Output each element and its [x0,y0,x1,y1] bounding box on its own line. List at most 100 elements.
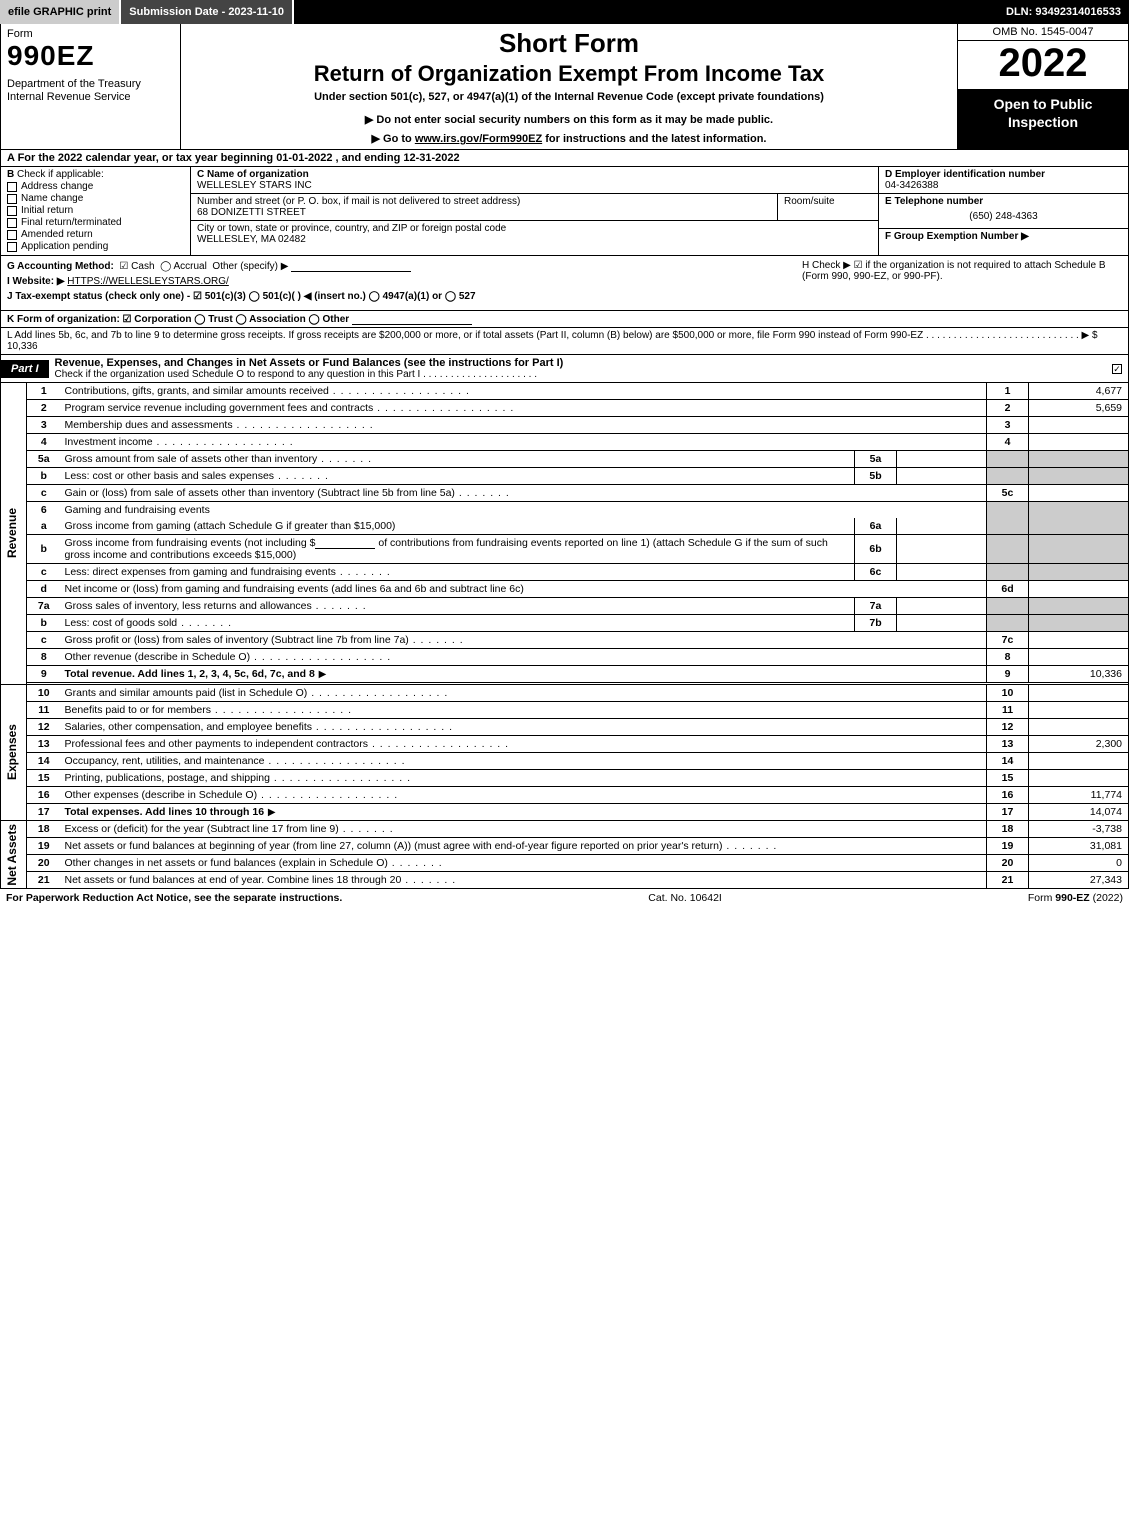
checkbox-icon[interactable] [7,194,17,204]
line-num: 7a [27,598,61,615]
shade-cell [1029,564,1129,581]
line-value: 11,774 [1029,787,1129,804]
line-num: 13 [27,736,61,753]
line-rnum: 14 [987,753,1029,770]
line-num: 5a [27,451,61,468]
dln-label: DLN: 93492314016533 [998,0,1129,24]
line-desc: Total expenses. Add lines 10 through 16 [61,804,987,821]
line-desc: Gross sales of inventory, less returns a… [61,598,855,615]
line-desc: Printing, publications, postage, and shi… [61,770,987,787]
netassets-vertical-label: Net Assets [5,824,19,886]
inbox-label: 5b [855,468,897,485]
part1-header: Part I Revenue, Expenses, and Changes in… [0,355,1129,383]
line-6b: b Gross income from fundraising events (… [1,535,1129,564]
org-name-value: WELLESLEY STARS INC [197,180,872,191]
chk-label: Application pending [21,241,108,252]
line-value: 4,677 [1029,383,1129,400]
checkbox-icon[interactable] [7,218,17,228]
submission-date-label: Submission Date - 2023-11-10 [121,0,294,24]
chk-name-change: Name change [7,193,184,204]
checkbox-icon[interactable] [7,242,17,252]
website-value[interactable]: HTTPS://WELLESLEYSTARS.ORG/ [67,276,229,287]
line-desc: Professional fees and other payments to … [61,736,987,753]
line-value: 14,074 [1029,804,1129,821]
shade-cell [1029,615,1129,632]
form-header: Form 990EZ Department of the Treasury In… [0,24,1129,150]
g-other-blank[interactable] [291,260,411,272]
section-a-tax-year: A For the 2022 calendar year, or tax yea… [0,150,1129,167]
line-num: 16 [27,787,61,804]
line-num: 17 [27,804,61,821]
line-rnum: 17 [987,804,1029,821]
inbox-label: 6a [855,518,897,535]
chk-label: Address change [21,181,93,192]
ein-label: D Employer identification number [885,169,1122,180]
contrib-blank[interactable] [315,537,375,549]
section-l: L Add lines 5b, 6c, and 7b to line 9 to … [0,328,1129,355]
line-14: 14 Occupancy, rent, utilities, and maint… [1,753,1129,770]
top-bar: efile GRAPHIC print Submission Date - 20… [0,0,1129,24]
part1-table: Revenue 1 Contributions, gifts, grants, … [0,383,1129,889]
irs-link[interactable]: www.irs.gov/Form990EZ [415,133,542,145]
chk-application-pending: Application pending [7,241,184,252]
form-number: 990EZ [7,40,174,72]
line-1: Revenue 1 Contributions, gifts, grants, … [1,383,1129,400]
line-desc: Less: cost of goods sold [61,615,855,632]
chk-initial-return: Initial return [7,205,184,216]
line-11: 11 Benefits paid to or for members 11 [1,702,1129,719]
street-row: Number and street (or P. O. box, if mail… [191,194,878,221]
line-num: a [27,518,61,535]
line-desc: Net assets or fund balances at beginning… [61,838,987,855]
line-rnum: 20 [987,855,1029,872]
inbox-value [897,535,987,564]
line-value [1029,632,1129,649]
line-value: 2,300 [1029,736,1129,753]
section-e: E Telephone number (650) 248-4363 [879,194,1128,229]
line-desc: Program service revenue including govern… [61,400,987,417]
section-bcdef: B Check if applicable: Address change Na… [0,167,1129,255]
chk-address-change: Address change [7,181,184,192]
expenses-sidebar: Expenses [1,685,27,821]
line-rnum: 6d [987,581,1029,598]
footer-right-post: (2022) [1090,892,1123,904]
inbox-value [897,598,987,615]
shade-cell [1029,518,1129,535]
checkbox-icon[interactable] [1112,364,1122,374]
line-rnum: 4 [987,434,1029,451]
line-desc: Contributions, gifts, grants, and simila… [61,383,987,400]
line-12: 12 Salaries, other compensation, and emp… [1,719,1129,736]
footer-right: Form 990-EZ (2022) [1028,892,1123,904]
org-name-label: C Name of organization [197,169,872,180]
k-other-blank[interactable] [352,313,472,325]
line-17: 17 Total expenses. Add lines 10 through … [1,804,1129,821]
section-c: C Name of organization WELLESLEY STARS I… [191,167,878,255]
section-k: K Form of organization: ☑ Corporation ◯ … [0,311,1129,328]
line-value [1029,581,1129,598]
shade-cell [1029,468,1129,485]
chk-label: Amended return [21,229,93,240]
g-accrual: Accrual [174,261,207,272]
section-j: J Tax-exempt status (check only one) - ☑… [7,291,1122,302]
checkbox-icon[interactable] [7,230,17,240]
line-num: c [27,564,61,581]
city-cell: City or town, state or province, country… [191,221,878,247]
line-desc: Gaming and fundraising events [61,502,987,519]
line-num: d [27,581,61,598]
line-desc-part1: Gross income from fundraising events (no… [65,537,316,549]
line-desc: Total revenue. Add lines 1, 2, 3, 4, 5c,… [61,666,987,683]
line-desc: Less: direct expenses from gaming and fu… [61,564,855,581]
section-ghij: G Accounting Method: ☑ Cash ◯ Accrual Ot… [0,255,1129,311]
line-desc: Gross profit or (loss) from sales of inv… [61,632,987,649]
street-value: 68 DONIZETTI STREET [197,207,771,218]
line-desc: Membership dues and assessments [61,417,987,434]
footer-center: Cat. No. 10642I [648,892,722,904]
line-num: 1 [27,383,61,400]
inbox-label: 7a [855,598,897,615]
checkbox-icon[interactable] [7,182,17,192]
line-value [1029,649,1129,666]
tax-year: 2022 [958,41,1128,89]
line-9: 9 Total revenue. Add lines 1, 2, 3, 4, 5… [1,666,1129,683]
checkbox-icon[interactable] [7,206,17,216]
part1-title-wrap: Revenue, Expenses, and Changes in Net As… [49,355,1106,382]
line-num: b [27,468,61,485]
